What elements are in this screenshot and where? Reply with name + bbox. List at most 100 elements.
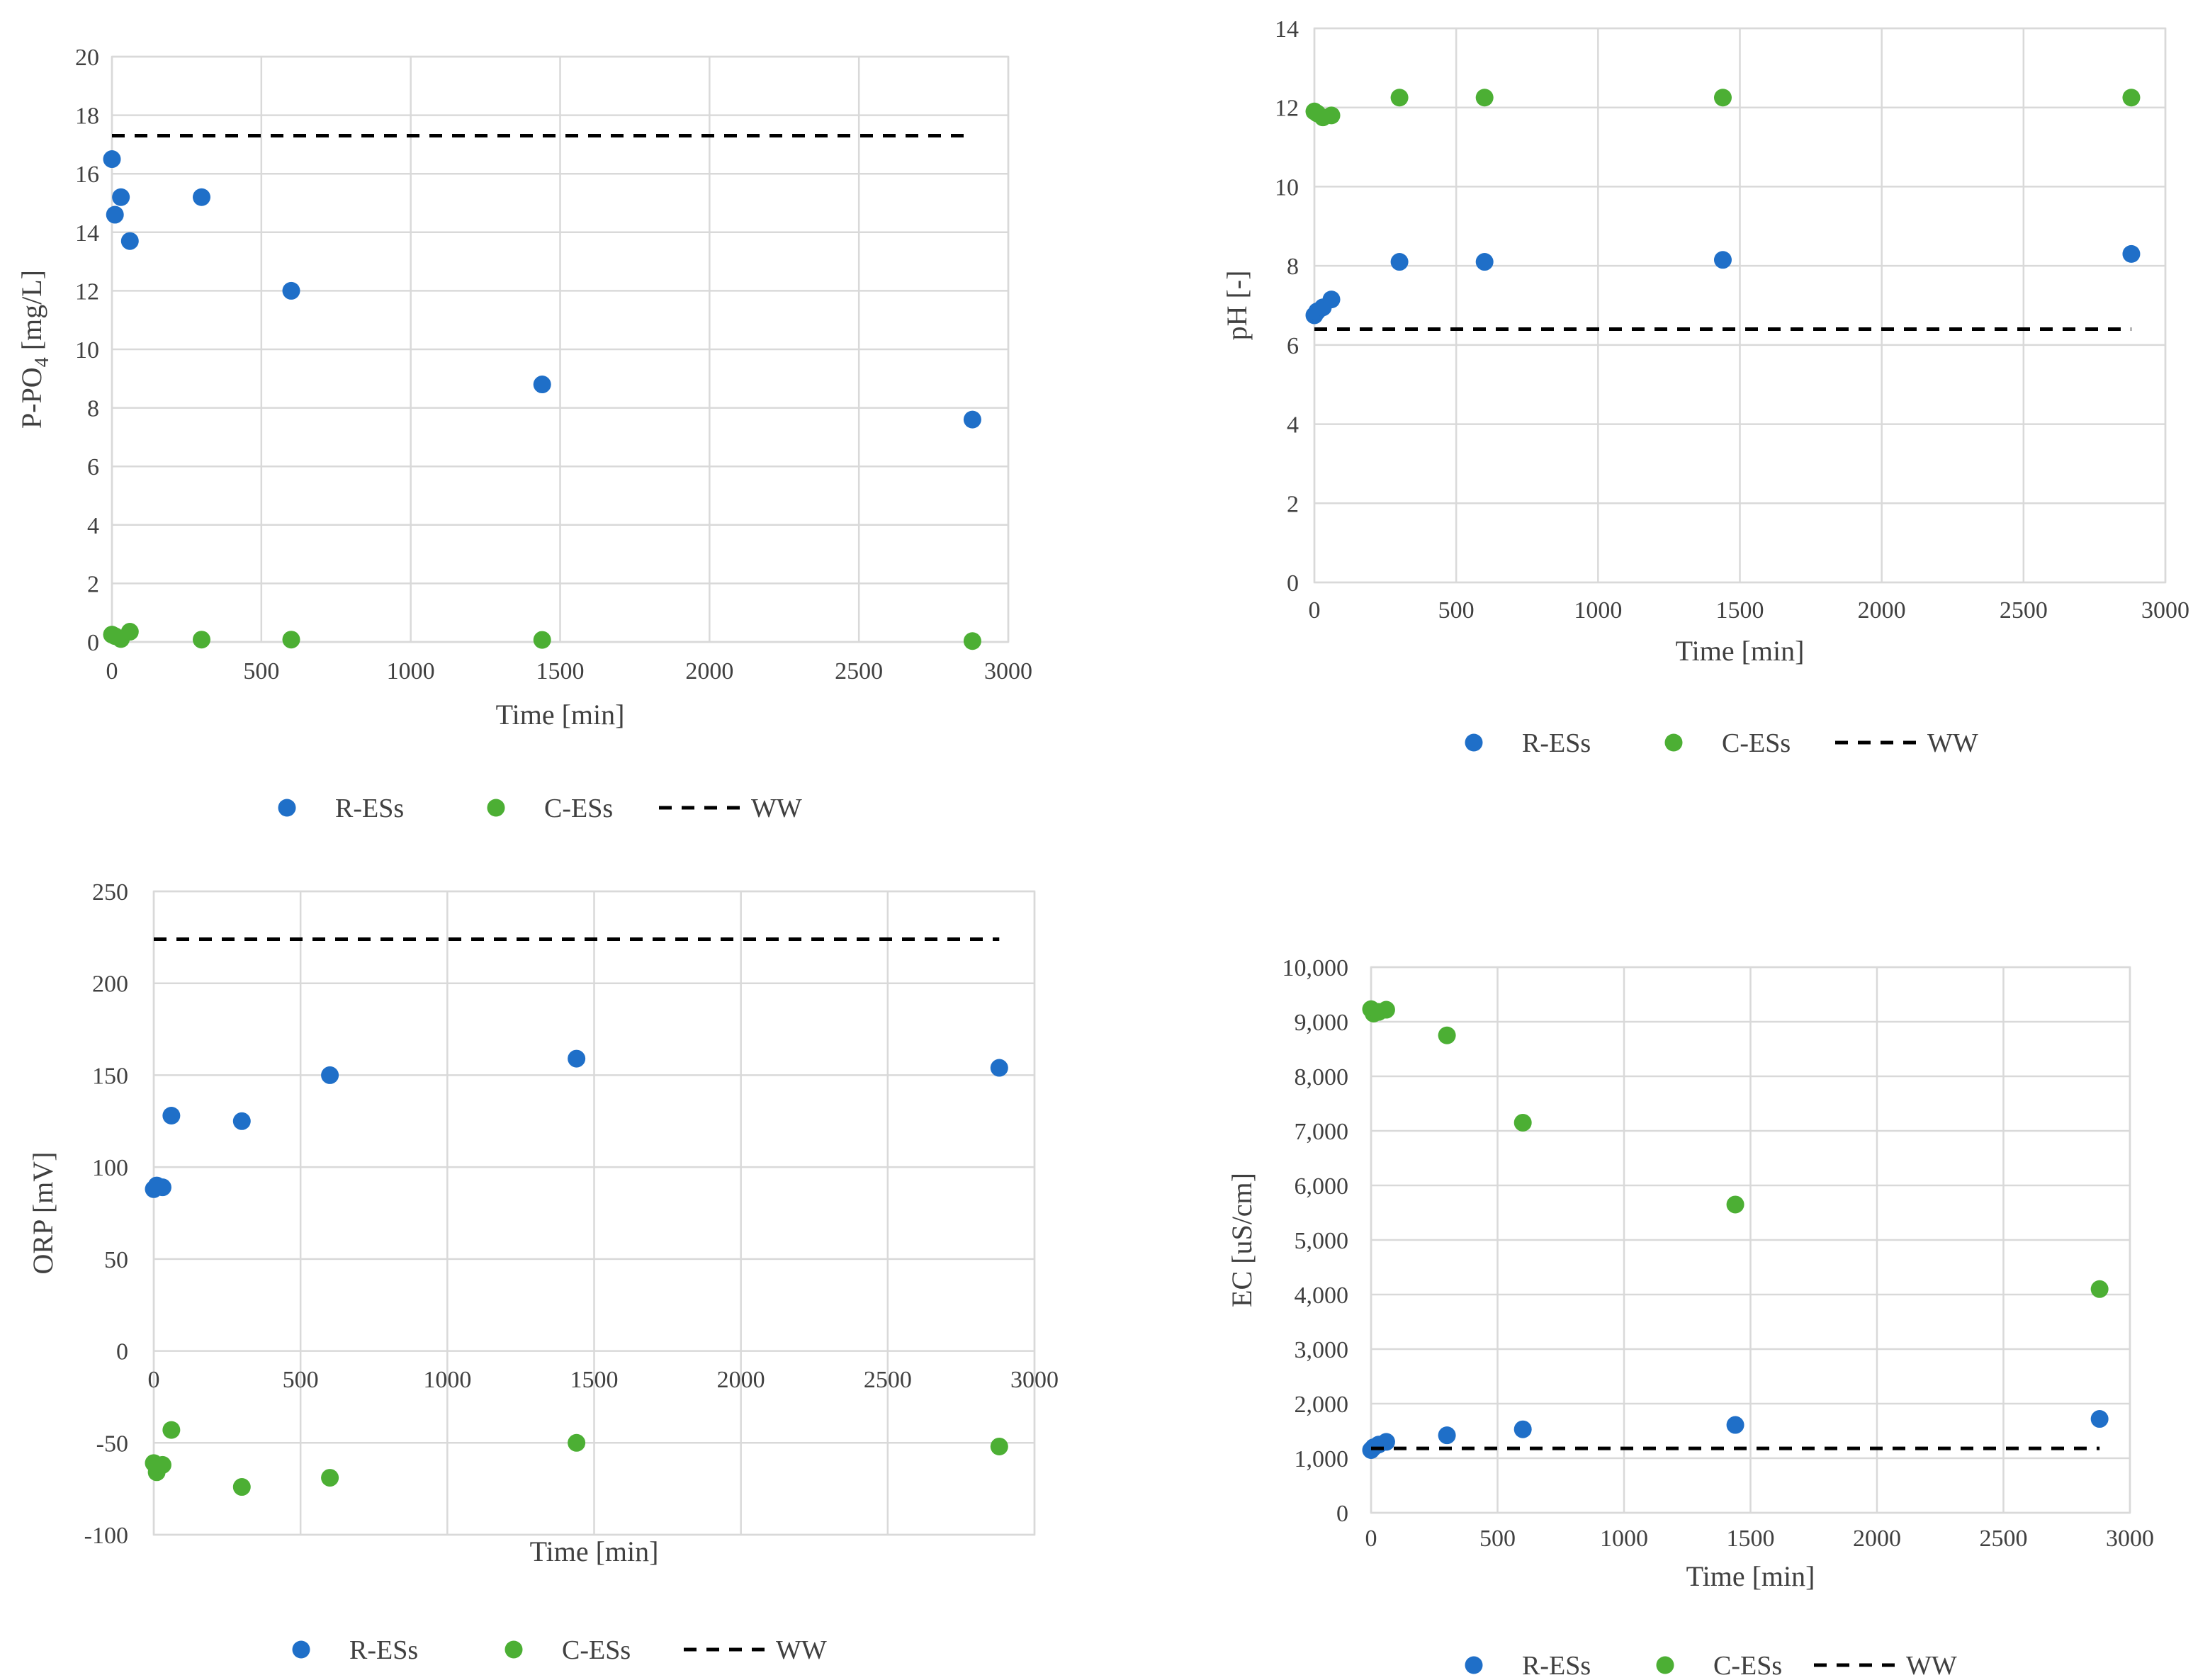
y-axis-title-subscript: 4 [31, 357, 53, 367]
r-ess-point [1377, 1433, 1395, 1451]
legend-label-ww: WW [1906, 1651, 1957, 1680]
y-tick-label: 0 [87, 630, 99, 656]
r-ess-point [321, 1066, 339, 1084]
r-ess-point [2122, 244, 2141, 263]
x-tick-label: 2500 [864, 1367, 912, 1393]
y-tick-label: 150 [92, 1063, 128, 1089]
r-ess-point [2090, 1410, 2109, 1428]
r-ess-point [112, 188, 130, 206]
x-tick-label: 1500 [1727, 1526, 1775, 1552]
c-ess-point [963, 632, 981, 650]
y-axis-title: ORP [mV] [27, 1152, 59, 1275]
x-tick-label: 2500 [835, 658, 883, 684]
y-tick-label: 14 [75, 220, 99, 247]
c-ess-point [153, 1455, 171, 1474]
r-ess-point [162, 1107, 181, 1125]
c-ess-point [282, 631, 300, 649]
x-tick-label: 3000 [2106, 1526, 2154, 1552]
r-ess-point [106, 205, 124, 224]
x-tick-label: 0 [1309, 597, 1321, 624]
legend-marker-c-ess [504, 1640, 523, 1659]
c-ess-point [321, 1469, 339, 1487]
x-tick-label: 500 [1438, 597, 1475, 624]
y-axis-title-main: EC [uS/cm] [1226, 1173, 1258, 1307]
legend: R-ESs C-ESs WW [1465, 1651, 1957, 1680]
x-tick-label: 2500 [1980, 1526, 2028, 1552]
y-axis-title-main: pH [-] [1221, 271, 1253, 341]
y-tick-label: 14 [1275, 16, 1299, 43]
y-tick-label: 4 [87, 513, 99, 539]
r-ess-point [1713, 251, 1732, 269]
legend: R-ESs C-ESs WW [1465, 728, 1978, 758]
plot-frame [111, 55, 1010, 643]
y-tick-label: 0 [1336, 1501, 1348, 1527]
legend-label-c-ess: C-ESs [1713, 1651, 1782, 1680]
y-tick-label: 8,000 [1295, 1064, 1349, 1090]
x-tick-label: 1000 [1574, 597, 1622, 624]
legend-label-ww: WW [776, 1635, 827, 1665]
r-ess-point [153, 1178, 171, 1197]
legend: R-ESs C-ESs WW [292, 1635, 827, 1665]
x-axis-title: Time [min] [496, 699, 625, 731]
y-tick-label: 5,000 [1295, 1228, 1349, 1254]
y-tick-label: 12 [1275, 96, 1299, 122]
x-tick-label: 0 [148, 1367, 160, 1393]
y-axis-title-main: P-PO [16, 367, 47, 429]
y-tick-label: 10 [1275, 174, 1299, 201]
c-ess-point [533, 631, 551, 649]
r-ess-point [963, 410, 981, 429]
legend-label-r-ess: R-ESs [349, 1635, 418, 1665]
c-ess-point [1475, 89, 1494, 107]
c-ess-point [568, 1433, 586, 1452]
legend-marker-r-ess [292, 1640, 310, 1659]
x-tick-label: 1000 [423, 1367, 471, 1393]
y-tick-label: 8 [87, 396, 99, 422]
chart-ph: 0 2 4 6 8 10 12 14 0 500 1000 1500 2000 2500 3000 Time … [1221, 16, 2189, 758]
x-tick-label: 500 [283, 1367, 319, 1393]
r-ess-point [103, 150, 121, 169]
r-ess-point [1513, 1420, 1532, 1438]
y-tick-label: 7,000 [1295, 1119, 1349, 1145]
c-ess-point [1726, 1195, 1744, 1214]
c-ess-point [162, 1421, 181, 1439]
legend-marker-c-ess [487, 799, 505, 817]
x-tick-label: 3000 [984, 658, 1032, 684]
c-ess-point [1513, 1113, 1532, 1132]
x-tick-label: 1500 [1716, 597, 1764, 624]
x-tick-label: 1000 [387, 658, 435, 684]
c-ess-point [990, 1437, 1008, 1455]
y-tick-label: 200 [92, 971, 128, 998]
y-tick-label: 2,000 [1295, 1392, 1349, 1418]
chart-ec: 0 1,000 2,000 3,000 4,000 5,000 6,000 7,000 8,00… [1226, 955, 2154, 1680]
y-tick-label: 0 [116, 1339, 128, 1365]
r-ess-point [1438, 1426, 1456, 1445]
r-ess-point [1475, 253, 1494, 271]
c-ess-point [1390, 89, 1409, 107]
r-ess-point [120, 232, 139, 250]
x-tick-label: 1500 [570, 1367, 619, 1393]
legend-marker-c-ess [1664, 733, 1683, 752]
y-tick-label: 12 [75, 278, 99, 305]
c-ess-point [1713, 89, 1732, 107]
r-ess-point [193, 188, 210, 206]
r-ess-point [1390, 253, 1409, 271]
legend-label-c-ess: C-ESs [1722, 728, 1791, 758]
legend-marker-r-ess [278, 799, 296, 817]
legend-label-r-ess: R-ESs [1522, 728, 1591, 758]
r-ess-point [568, 1049, 586, 1068]
r-ess-point [232, 1112, 251, 1130]
y-tick-label: 10 [75, 337, 99, 363]
y-tick-label: 16 [75, 162, 99, 188]
y-tick-label: 250 [92, 879, 128, 906]
legend-label-ww: WW [751, 794, 802, 823]
x-tick-label: 2000 [1858, 597, 1906, 624]
c-ess-point [2090, 1280, 2109, 1298]
x-tick-label: 2000 [685, 658, 733, 684]
c-ess-point [120, 623, 139, 641]
y-tick-label: 0 [1287, 570, 1299, 597]
y-tick-label: 2 [87, 571, 99, 597]
y-tick-label: 6,000 [1295, 1173, 1349, 1200]
plot-frame [152, 890, 1036, 1536]
x-tick-label: 1000 [1600, 1526, 1648, 1552]
